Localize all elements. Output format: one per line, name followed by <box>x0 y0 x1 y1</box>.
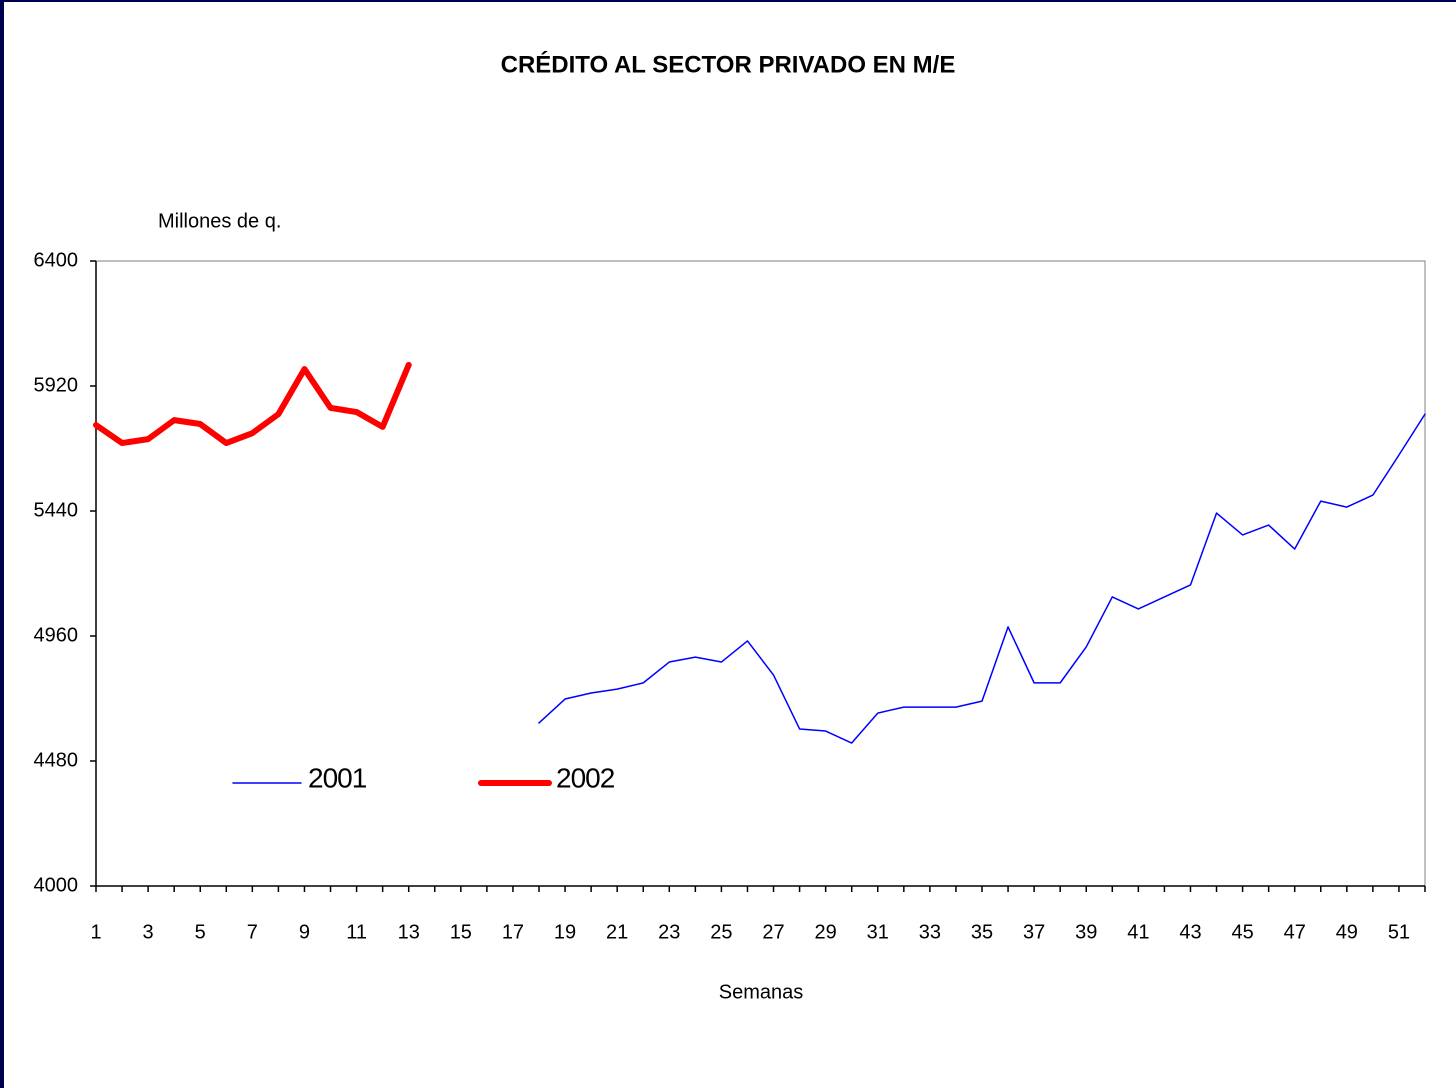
x-tick-label: 33 <box>919 921 941 943</box>
y-tick-label: 5920 <box>34 374 79 396</box>
x-tick-label: 17 <box>502 921 524 943</box>
x-tick-label: 9 <box>299 921 310 943</box>
frame-left <box>0 0 4 1088</box>
y-tick-label: 4960 <box>34 624 79 646</box>
frame-top <box>0 0 1456 2</box>
x-tick-label: 43 <box>1179 921 1201 943</box>
x-tick-label: 19 <box>554 921 576 943</box>
legend-label: 2001 <box>308 762 367 793</box>
x-tick-label: 47 <box>1284 921 1306 943</box>
legend-label: 2002 <box>556 762 615 793</box>
x-axis-label: Semanas <box>719 981 804 1003</box>
x-tick-label: 39 <box>1075 921 1097 943</box>
y-tick-label: 4000 <box>34 874 79 896</box>
x-tick-label: 13 <box>398 921 420 943</box>
y-tick-label: 5440 <box>34 499 79 521</box>
x-tick-label: 31 <box>867 921 889 943</box>
x-tick-label: 29 <box>815 921 837 943</box>
y-tick-label: 6400 <box>34 249 79 271</box>
chart-title: CRÉDITO AL SECTOR PRIVADO EN M/E <box>501 50 956 78</box>
x-tick-label: 23 <box>658 921 680 943</box>
x-tick-label: 7 <box>247 921 258 943</box>
y-tick-label: 4480 <box>34 749 79 771</box>
x-tick-label: 27 <box>762 921 784 943</box>
data-line <box>538 413 1426 744</box>
x-tick-label: 3 <box>143 921 154 943</box>
x-tick-label: 21 <box>606 921 628 943</box>
x-tick-label: 51 <box>1388 921 1410 943</box>
x-tick-label: 41 <box>1127 921 1149 943</box>
x-tick-label: 35 <box>971 921 993 943</box>
x-tick-label: 49 <box>1336 921 1358 943</box>
x-tick-label: 5 <box>195 921 206 943</box>
y-axis-label: Millones de q. <box>158 210 281 232</box>
x-tick-label: 11 <box>346 921 367 943</box>
x-tick-label: 45 <box>1231 921 1253 943</box>
x-tick-label: 37 <box>1023 921 1045 943</box>
x-tick-label: 1 <box>90 921 101 943</box>
data-line <box>93 361 412 447</box>
x-tick-label: 25 <box>710 921 732 943</box>
x-tick-label: 15 <box>450 921 472 943</box>
